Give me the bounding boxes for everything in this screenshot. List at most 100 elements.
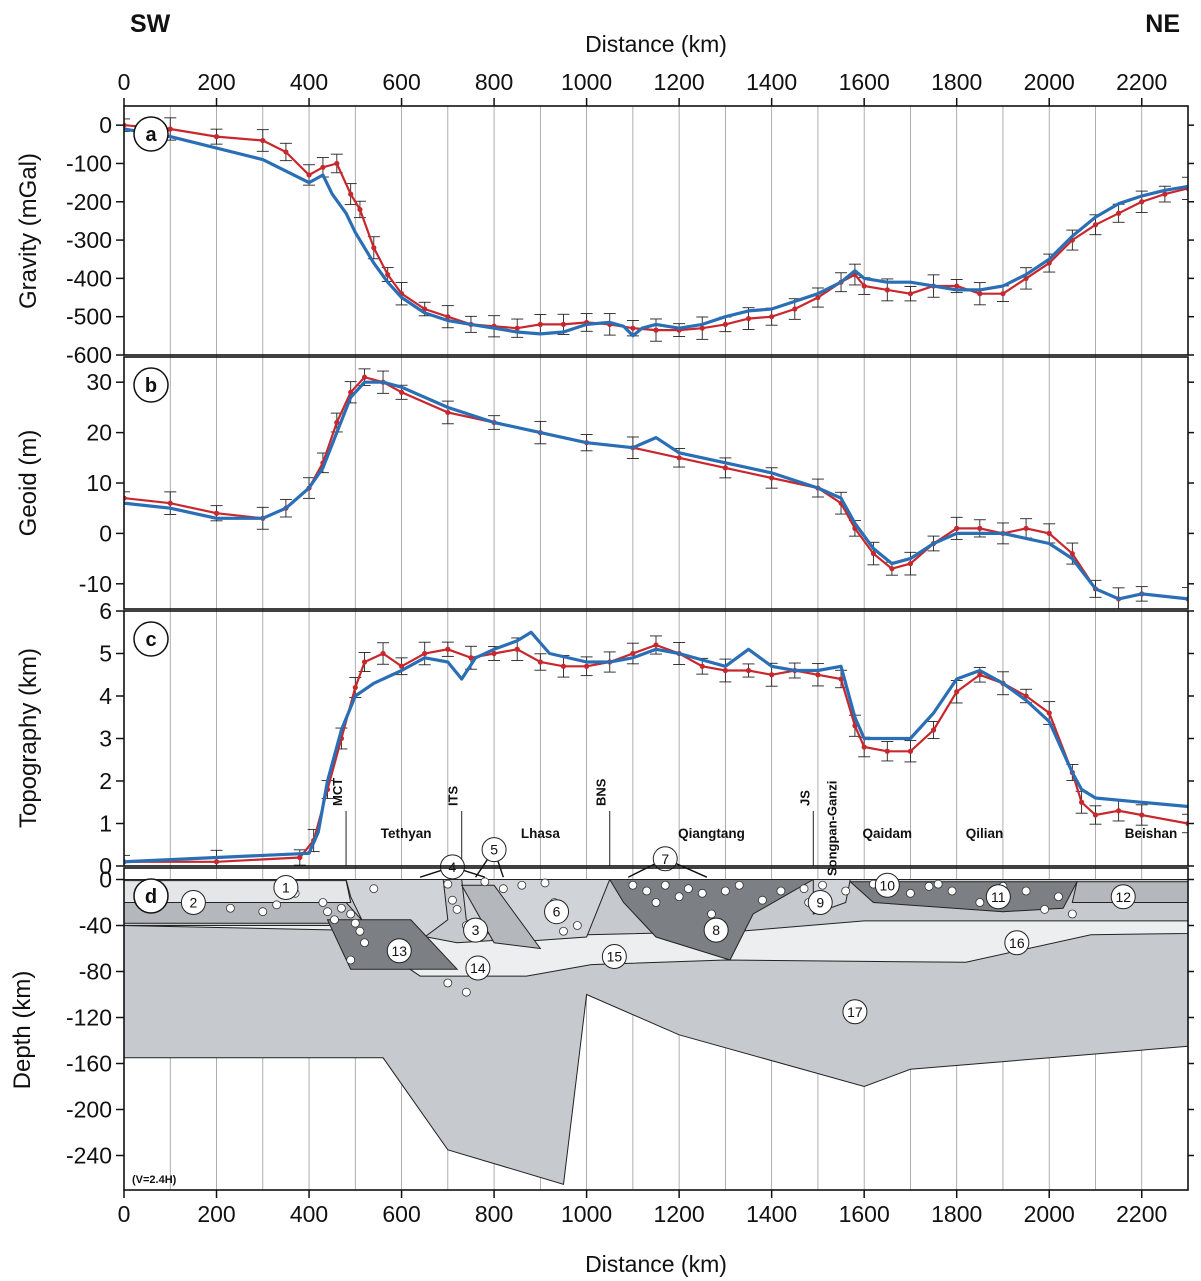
- observed-point: [653, 327, 659, 333]
- x-tick-label-bottom: 1800: [931, 1201, 982, 1227]
- observed-point: [297, 854, 303, 861]
- observed-point: [722, 465, 728, 471]
- observed-point: [283, 149, 289, 155]
- observed-point: [792, 306, 798, 312]
- y-tick-label: 0: [99, 853, 112, 879]
- earthquake-dot: [540, 878, 550, 888]
- observed-point: [769, 672, 775, 678]
- top-x-axis-label: Distance (km): [585, 31, 727, 57]
- earthquake-dot: [720, 886, 730, 896]
- observed-point: [385, 271, 391, 278]
- unit-marker: [386, 938, 412, 964]
- y-tick-label: 0: [99, 112, 112, 138]
- observed-series: [124, 643, 1188, 863]
- observed-point: [445, 646, 451, 652]
- earthquake-dot: [559, 926, 568, 936]
- y-tick-label: 0: [99, 520, 112, 546]
- unit-number: 4: [449, 859, 457, 875]
- boundary-label-js: JS: [797, 790, 812, 806]
- x-tick-label-bottom: 2000: [1024, 1201, 1075, 1227]
- x-tick-label-bottom: 200: [197, 1201, 235, 1227]
- observed-point: [361, 659, 368, 665]
- x-tick-label-bottom: 2200: [1116, 1201, 1167, 1227]
- y-tick-label: 30: [86, 369, 112, 395]
- y-tick-label: 5: [99, 641, 112, 667]
- unit-marker: [703, 917, 729, 943]
- boundary-label-its: ITS: [446, 785, 461, 806]
- y-tick-label: 6: [99, 598, 112, 624]
- x-tick-label-bottom: 0: [118, 1201, 131, 1227]
- panel-frame: [123, 356, 1189, 610]
- y-tick-label: -500: [66, 304, 112, 330]
- earthquake-dot: [350, 918, 360, 928]
- y-tick-label: -10: [79, 571, 112, 597]
- observed-point: [514, 325, 520, 331]
- observed-point: [907, 748, 914, 754]
- earthquake-dot: [498, 884, 508, 894]
- geoid-panel: [124, 368, 1188, 609]
- y-tick-label: -80: [79, 959, 112, 985]
- earthquake-dot: [461, 987, 471, 997]
- earthquake-dot: [933, 879, 943, 889]
- earthquake-dot: [697, 888, 707, 898]
- y-tick-label: -600: [66, 342, 112, 368]
- gravity-axis-label: Gravity (mGal): [15, 153, 42, 309]
- unit-number: 1: [282, 880, 290, 896]
- earthquake-dot: [572, 921, 582, 930]
- unit-number: 10: [880, 877, 896, 893]
- panel-letter-badge: [133, 621, 169, 657]
- observed-point: [380, 650, 386, 657]
- unit-number: 6: [553, 904, 561, 920]
- x-tick-label-top: 600: [382, 69, 420, 95]
- observed-point: [722, 321, 728, 327]
- observed-point: [676, 455, 682, 461]
- y-tick-label: -200: [66, 1097, 112, 1123]
- observed-point: [954, 689, 960, 695]
- x-tick-label-top: 1800: [931, 69, 982, 95]
- observed-point: [954, 525, 960, 531]
- header-right: NE: [1145, 10, 1180, 38]
- model-series: [124, 380, 1188, 601]
- boundary-label-bns: BNS: [594, 778, 609, 806]
- earthquake-dot: [355, 926, 365, 936]
- earthquake-dot: [776, 886, 786, 896]
- earthquake-dot: [225, 903, 235, 913]
- earthquake-dot: [443, 978, 453, 988]
- unit-number: 7: [661, 851, 669, 867]
- earthquake-dot: [734, 880, 744, 890]
- observed-point: [348, 191, 354, 197]
- earthquake-dot: [758, 895, 767, 905]
- region-label-tethyan: Tethyan: [381, 826, 432, 841]
- x-tick-label-top: 1200: [654, 69, 705, 95]
- x-tick-label-bottom: 600: [382, 1201, 420, 1227]
- x-tick-label-bottom: 1400: [746, 1201, 797, 1227]
- earthquake-dot: [683, 884, 693, 894]
- unit-marker: [1004, 930, 1030, 956]
- observed-point: [1023, 275, 1029, 281]
- depth-section-panel: [124, 877, 1188, 1185]
- unit-marker: [1110, 884, 1136, 910]
- earthquake-dot: [1067, 909, 1077, 919]
- panel-frame: [123, 105, 1189, 356]
- x-tick-label-bottom: 1200: [654, 1201, 705, 1227]
- observed-point: [1069, 550, 1075, 557]
- earthquake-dot: [369, 884, 379, 894]
- observed-point: [1139, 199, 1145, 205]
- observed-point: [537, 321, 543, 327]
- region-label-lhasa: Lhasa: [521, 826, 561, 841]
- observed-point: [1023, 525, 1029, 531]
- earthquake-dot: [707, 909, 716, 919]
- observed-point: [861, 744, 867, 750]
- earthquake-dot: [1021, 886, 1031, 896]
- observed-point: [861, 283, 867, 289]
- observed-point: [514, 646, 520, 652]
- unit-marker: [465, 955, 491, 981]
- observed-point: [537, 659, 543, 665]
- observed-point: [769, 314, 775, 320]
- observed-point: [445, 314, 451, 320]
- x-tick-label-top: 2000: [1024, 69, 1075, 95]
- observed-point: [838, 676, 844, 682]
- observed-point: [357, 206, 363, 213]
- y-tick-label: 20: [86, 420, 112, 446]
- x-tick-label-bottom: 400: [290, 1201, 328, 1227]
